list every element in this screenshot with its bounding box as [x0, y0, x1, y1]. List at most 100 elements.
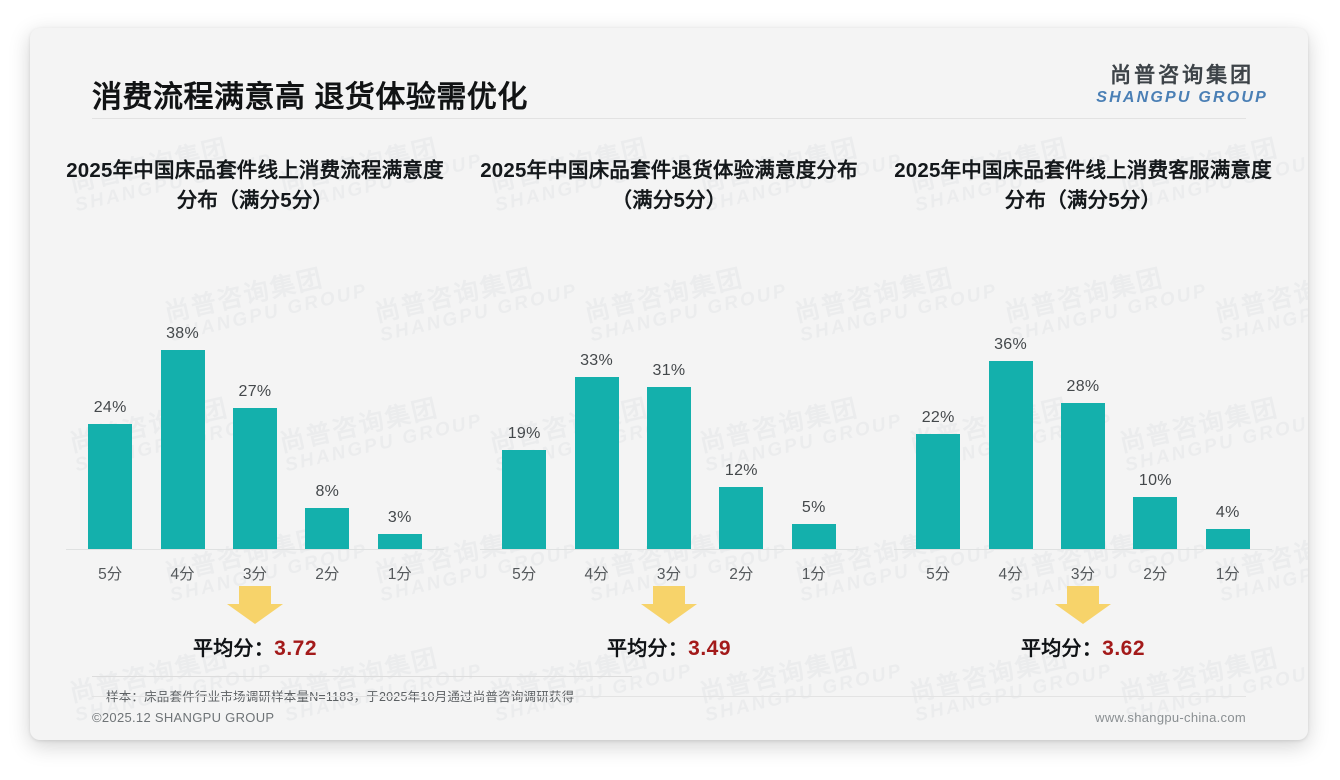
bar-group: 24% 38% 27% 8% 3% — [74, 320, 436, 550]
bar-value-label: 24% — [93, 399, 127, 416]
bar-column[interactable]: 19% — [492, 320, 557, 550]
bar[interactable] — [502, 450, 547, 550]
x-axis-tick-labels: 5分 4分 3分 2分 1分 — [488, 562, 850, 584]
arrow-down-icon — [1055, 586, 1111, 624]
bar-value-label: 22% — [921, 409, 955, 426]
bar[interactable] — [232, 408, 277, 550]
average-score-block: 平均分：3.49 — [462, 586, 876, 661]
x-axis-tick: 1分 — [801, 566, 826, 583]
arrow-head — [641, 604, 697, 624]
bar-column[interactable]: 22% — [906, 320, 971, 550]
x-axis-line — [894, 549, 1272, 550]
slide-footer: ©2025.12 SHANGPU GROUP www.shangpu-china… — [30, 696, 1308, 740]
bar-value-label: 33% — [580, 352, 614, 369]
bar[interactable] — [574, 377, 619, 550]
chart-plot-area: 22% 36% 28% 10% 4% 5分 4分 3分 2分 1分 — [888, 290, 1278, 583]
arrow-head — [1055, 604, 1111, 624]
arrow-down-icon — [227, 586, 283, 624]
x-axis-line — [66, 549, 444, 550]
footer-divider — [92, 696, 1246, 697]
average-score-value: 3.49 — [688, 637, 732, 660]
x-axis-tick: 1分 — [387, 566, 412, 583]
x-axis-tick-labels: 5分 4分 3分 2分 1分 — [902, 562, 1264, 584]
bar[interactable] — [916, 434, 961, 550]
page-title: 消费流程满意高 退货体验需优化 — [92, 81, 528, 114]
x-axis-tick: 5分 — [512, 566, 537, 583]
average-score-label: 平均分： — [606, 638, 689, 660]
chart-title: 2025年中国床品套件退货体验满意度分布（满分5分） — [480, 159, 858, 213]
bar-value-label: 4% — [1215, 504, 1240, 521]
average-score-value: 3.62 — [1102, 637, 1146, 660]
x-axis-tick-labels: 5分 4分 3分 2分 1分 — [74, 562, 436, 584]
chart-plot-area: 24% 38% 27% 8% 3% 5分 4分 3分 2分 1分 — [60, 290, 450, 583]
charts-row: 2025年中国床品套件线上消费流程满意度分布（满分5分） 24% 38% 27% 8% 3… — [48, 156, 1290, 666]
bar[interactable] — [988, 361, 1033, 550]
bar-value-label: 8% — [315, 483, 340, 500]
footnote-divider — [92, 676, 632, 677]
average-score-value: 3.72 — [274, 637, 318, 660]
x-axis-tick: 4分 — [998, 566, 1023, 583]
bar-column[interactable]: 4% — [1195, 320, 1260, 550]
x-axis-tick: 3分 — [242, 566, 268, 583]
bar-value-label: 12% — [724, 462, 758, 479]
bar-group: 19% 33% 31% 12% 5% — [488, 320, 850, 550]
brand-logo: 尚普咨询集团 SHANGPU GROUP — [1096, 64, 1268, 107]
website-link[interactable]: www.shangpu-china.com — [1095, 710, 1246, 725]
bar[interactable] — [88, 424, 133, 550]
bar-column[interactable]: 28% — [1050, 320, 1115, 550]
average-score-label: 平均分： — [1020, 638, 1103, 660]
bar-value-label: 27% — [238, 383, 272, 400]
bar-value-label: 38% — [166, 325, 200, 342]
arrow-down-icon — [641, 586, 697, 624]
chart-title: 2025年中国床品套件线上消费流程满意度分布（满分5分） — [66, 159, 444, 213]
bar[interactable] — [377, 534, 422, 550]
footnote-block: 样本：床品套件行业市场调研样本量N=1183，于2025年10月通过尚普咨询调研… — [92, 676, 1246, 705]
chart-title: 2025年中国床品套件线上消费客服满意度分布（满分5分） — [894, 159, 1272, 213]
arrow-stem — [239, 586, 271, 604]
bar-column[interactable]: 12% — [709, 320, 774, 550]
bar[interactable] — [160, 350, 205, 550]
x-axis-tick: 2分 — [1143, 566, 1168, 583]
bar-column[interactable]: 3% — [367, 320, 432, 550]
bar-column[interactable]: 24% — [78, 320, 143, 550]
x-axis-tick: 4分 — [584, 566, 609, 583]
logo-chinese-text: 尚普咨询集团 — [1110, 64, 1255, 87]
average-score-text: 平均分：3.49 — [462, 632, 876, 661]
bar-column[interactable]: 36% — [978, 320, 1043, 550]
logo-english-text: SHANGPU GROUP — [1096, 89, 1268, 107]
bar-column[interactable]: 10% — [1123, 320, 1188, 550]
header-divider — [92, 118, 1246, 119]
bar[interactable] — [646, 387, 691, 550]
arrow-head — [227, 604, 283, 624]
x-axis-tick: 2分 — [315, 566, 340, 583]
bar-value-label: 19% — [507, 425, 541, 442]
slide-container: 尚普咨询集团 SHANGPU GROUP 尚普咨询集团 SHANGPU GROUP 尚普… — [30, 28, 1308, 740]
bar-column[interactable]: 33% — [564, 320, 629, 550]
bar[interactable] — [1205, 529, 1250, 550]
x-axis-tick: 4分 — [170, 566, 195, 583]
chart-panel-2: 2025年中国床品套件退货体验满意度分布（满分5分） 19% 33% 31% 12% 5%… — [462, 156, 876, 666]
bar-group: 22% 36% 28% 10% 4% — [902, 320, 1264, 550]
bar-column[interactable]: 31% — [636, 320, 701, 550]
average-score-block: 平均分：3.62 — [876, 586, 1290, 661]
x-axis-tick: 2分 — [729, 566, 754, 583]
bar-column[interactable]: 38% — [150, 320, 215, 550]
bar[interactable] — [791, 524, 836, 550]
average-score-label: 平均分： — [192, 638, 275, 660]
copyright-text: ©2025.12 SHANGPU GROUP — [92, 710, 275, 725]
x-axis-tick: 5分 — [98, 566, 123, 583]
chart-panel-3: 2025年中国床品套件线上消费客服满意度分布（满分5分） 22% 36% 28% 10%… — [876, 156, 1290, 666]
bar[interactable] — [1060, 403, 1105, 550]
bar-value-label: 5% — [801, 499, 826, 516]
bar[interactable] — [1133, 497, 1178, 550]
x-axis-tick: 5分 — [926, 566, 951, 583]
x-axis-tick: 1分 — [1215, 566, 1240, 583]
average-score-block: 平均分：3.72 — [48, 586, 462, 661]
bar-column[interactable]: 27% — [222, 320, 287, 550]
arrow-stem — [653, 586, 685, 604]
average-score-text: 平均分：3.72 — [48, 632, 462, 661]
bar[interactable] — [305, 508, 350, 550]
bar-column[interactable]: 5% — [781, 320, 846, 550]
bar-column[interactable]: 8% — [295, 320, 360, 550]
bar[interactable] — [719, 487, 764, 550]
